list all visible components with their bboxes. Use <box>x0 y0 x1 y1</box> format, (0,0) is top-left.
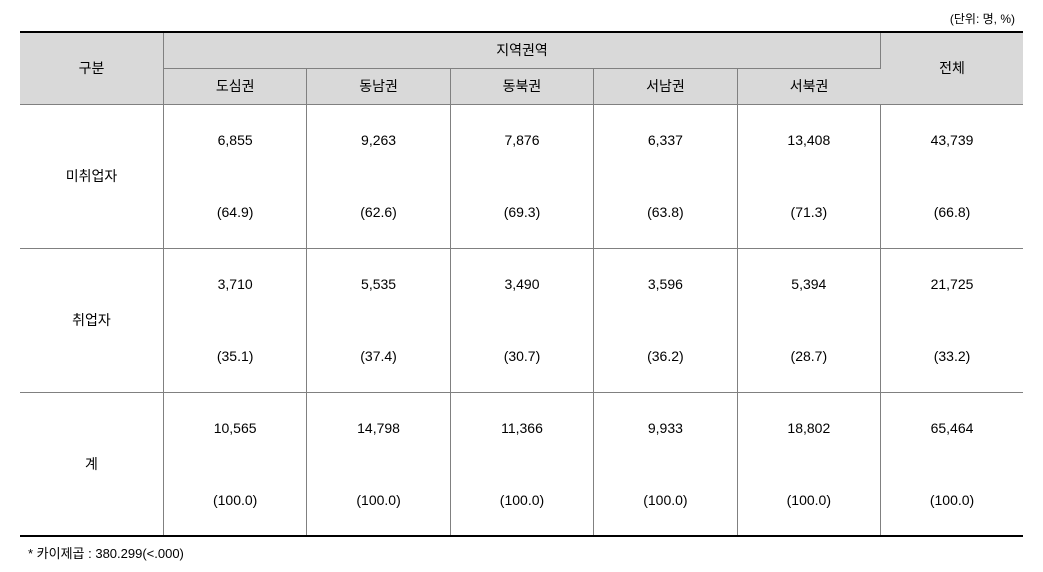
cell-percent: (100.0) <box>307 464 450 536</box>
unit-label: (단위: 명, %) <box>20 10 1023 27</box>
cell-percent: (37.4) <box>307 320 450 392</box>
cell-percent: (35.1) <box>163 320 306 392</box>
cell-percent: (28.7) <box>737 320 880 392</box>
cell-percent: (63.8) <box>594 176 737 248</box>
header-total: 전체 <box>881 32 1023 104</box>
header-region-3: 서남권 <box>594 68 737 104</box>
cell-percent: (100.0) <box>737 464 880 536</box>
table-row: 계 10,565 14,798 11,366 9,933 18,802 65,4… <box>20 392 1023 464</box>
cell-percent: (100.0) <box>450 464 593 536</box>
header-row-1: 구분 지역권역 전체 <box>20 32 1023 68</box>
header-region-1: 동남권 <box>307 68 450 104</box>
cell-value: 6,337 <box>594 104 737 176</box>
cell-value: 43,739 <box>881 104 1023 176</box>
cell-percent: (71.3) <box>737 176 880 248</box>
table-row: (64.9) (62.6) (69.3) (63.8) (71.3) (66.8… <box>20 176 1023 248</box>
cell-value: 21,725 <box>881 248 1023 320</box>
cell-value: 65,464 <box>881 392 1023 464</box>
cell-value: 13,408 <box>737 104 880 176</box>
cell-value: 5,394 <box>737 248 880 320</box>
row-label-1: 취업자 <box>20 248 163 392</box>
cell-value: 18,802 <box>737 392 880 464</box>
cell-value: 7,876 <box>450 104 593 176</box>
cell-percent: (100.0) <box>881 464 1023 536</box>
row-label-0: 미취업자 <box>20 104 163 248</box>
cell-value: 6,855 <box>163 104 306 176</box>
cell-value: 3,596 <box>594 248 737 320</box>
header-row-2: 도심권 동남권 동북권 서남권 서북권 <box>20 68 1023 104</box>
table-row: 취업자 3,710 5,535 3,490 3,596 5,394 21,725 <box>20 248 1023 320</box>
footnote: * 카이제곱 : 380.299(<.000) <box>20 543 1023 562</box>
cell-value: 11,366 <box>450 392 593 464</box>
cell-value: 9,933 <box>594 392 737 464</box>
cell-percent: (64.9) <box>163 176 306 248</box>
cell-percent: (66.8) <box>881 176 1023 248</box>
data-table: 구분 지역권역 전체 도심권 동남권 동북권 서남권 서북권 미취업자 6,85… <box>20 31 1023 537</box>
cell-percent: (100.0) <box>594 464 737 536</box>
cell-percent: (30.7) <box>450 320 593 392</box>
cell-value: 5,535 <box>307 248 450 320</box>
table-row: (35.1) (37.4) (30.7) (36.2) (28.7) (33.2… <box>20 320 1023 392</box>
cell-value: 10,565 <box>163 392 306 464</box>
table-row: (100.0) (100.0) (100.0) (100.0) (100.0) … <box>20 464 1023 536</box>
header-region-group: 지역권역 <box>163 32 880 68</box>
cell-value: 3,710 <box>163 248 306 320</box>
cell-value: 9,263 <box>307 104 450 176</box>
cell-percent: (62.6) <box>307 176 450 248</box>
header-region-4: 서북권 <box>737 68 880 104</box>
table-row: 미취업자 6,855 9,263 7,876 6,337 13,408 43,7… <box>20 104 1023 176</box>
cell-percent: (69.3) <box>450 176 593 248</box>
cell-percent: (33.2) <box>881 320 1023 392</box>
cell-percent: (100.0) <box>163 464 306 536</box>
header-region-2: 동북권 <box>450 68 593 104</box>
header-region-0: 도심권 <box>163 68 306 104</box>
cell-percent: (36.2) <box>594 320 737 392</box>
row-label-2: 계 <box>20 392 163 536</box>
cell-value: 3,490 <box>450 248 593 320</box>
header-category: 구분 <box>20 32 163 104</box>
cell-value: 14,798 <box>307 392 450 464</box>
